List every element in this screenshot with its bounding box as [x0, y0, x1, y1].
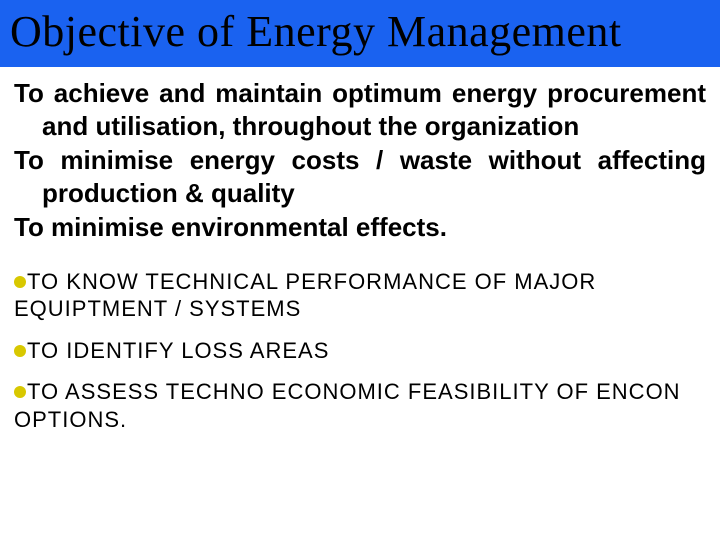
bullet-text: TO ASSESS TECHNO ECONOMIC FEASIBILITY OF… — [14, 379, 681, 432]
page-title: Objective of Energy Management — [10, 6, 710, 57]
objective-item: To achieve and maintain optimum energy p… — [14, 77, 706, 142]
objective-item: To minimise environmental effects. — [14, 211, 706, 244]
bullet-icon — [14, 386, 26, 398]
bullets-block: TO KNOW TECHNICAL PERFORMANCE OF MAJOR E… — [0, 254, 720, 434]
objectives-block: To achieve and maintain optimum energy p… — [0, 67, 720, 254]
bullet-item: TO ASSESS TECHNO ECONOMIC FEASIBILITY OF… — [14, 378, 706, 433]
bullet-item: TO IDENTIFY LOSS AREAS — [14, 337, 706, 365]
bullet-icon — [14, 276, 26, 288]
objective-text: To achieve and maintain optimum energy p… — [14, 77, 706, 142]
bullet-item: TO KNOW TECHNICAL PERFORMANCE OF MAJOR E… — [14, 268, 706, 323]
objective-item: To minimise energy costs / waste without… — [14, 144, 706, 209]
bullet-text: TO KNOW TECHNICAL PERFORMANCE OF MAJOR E… — [14, 269, 596, 322]
objective-text: To minimise environmental effects. — [14, 211, 706, 244]
bullet-text: TO IDENTIFY LOSS AREAS — [27, 338, 329, 363]
objective-text: To minimise energy costs / waste without… — [14, 144, 706, 209]
title-bar: Objective of Energy Management — [0, 0, 720, 67]
bullet-icon — [14, 345, 26, 357]
